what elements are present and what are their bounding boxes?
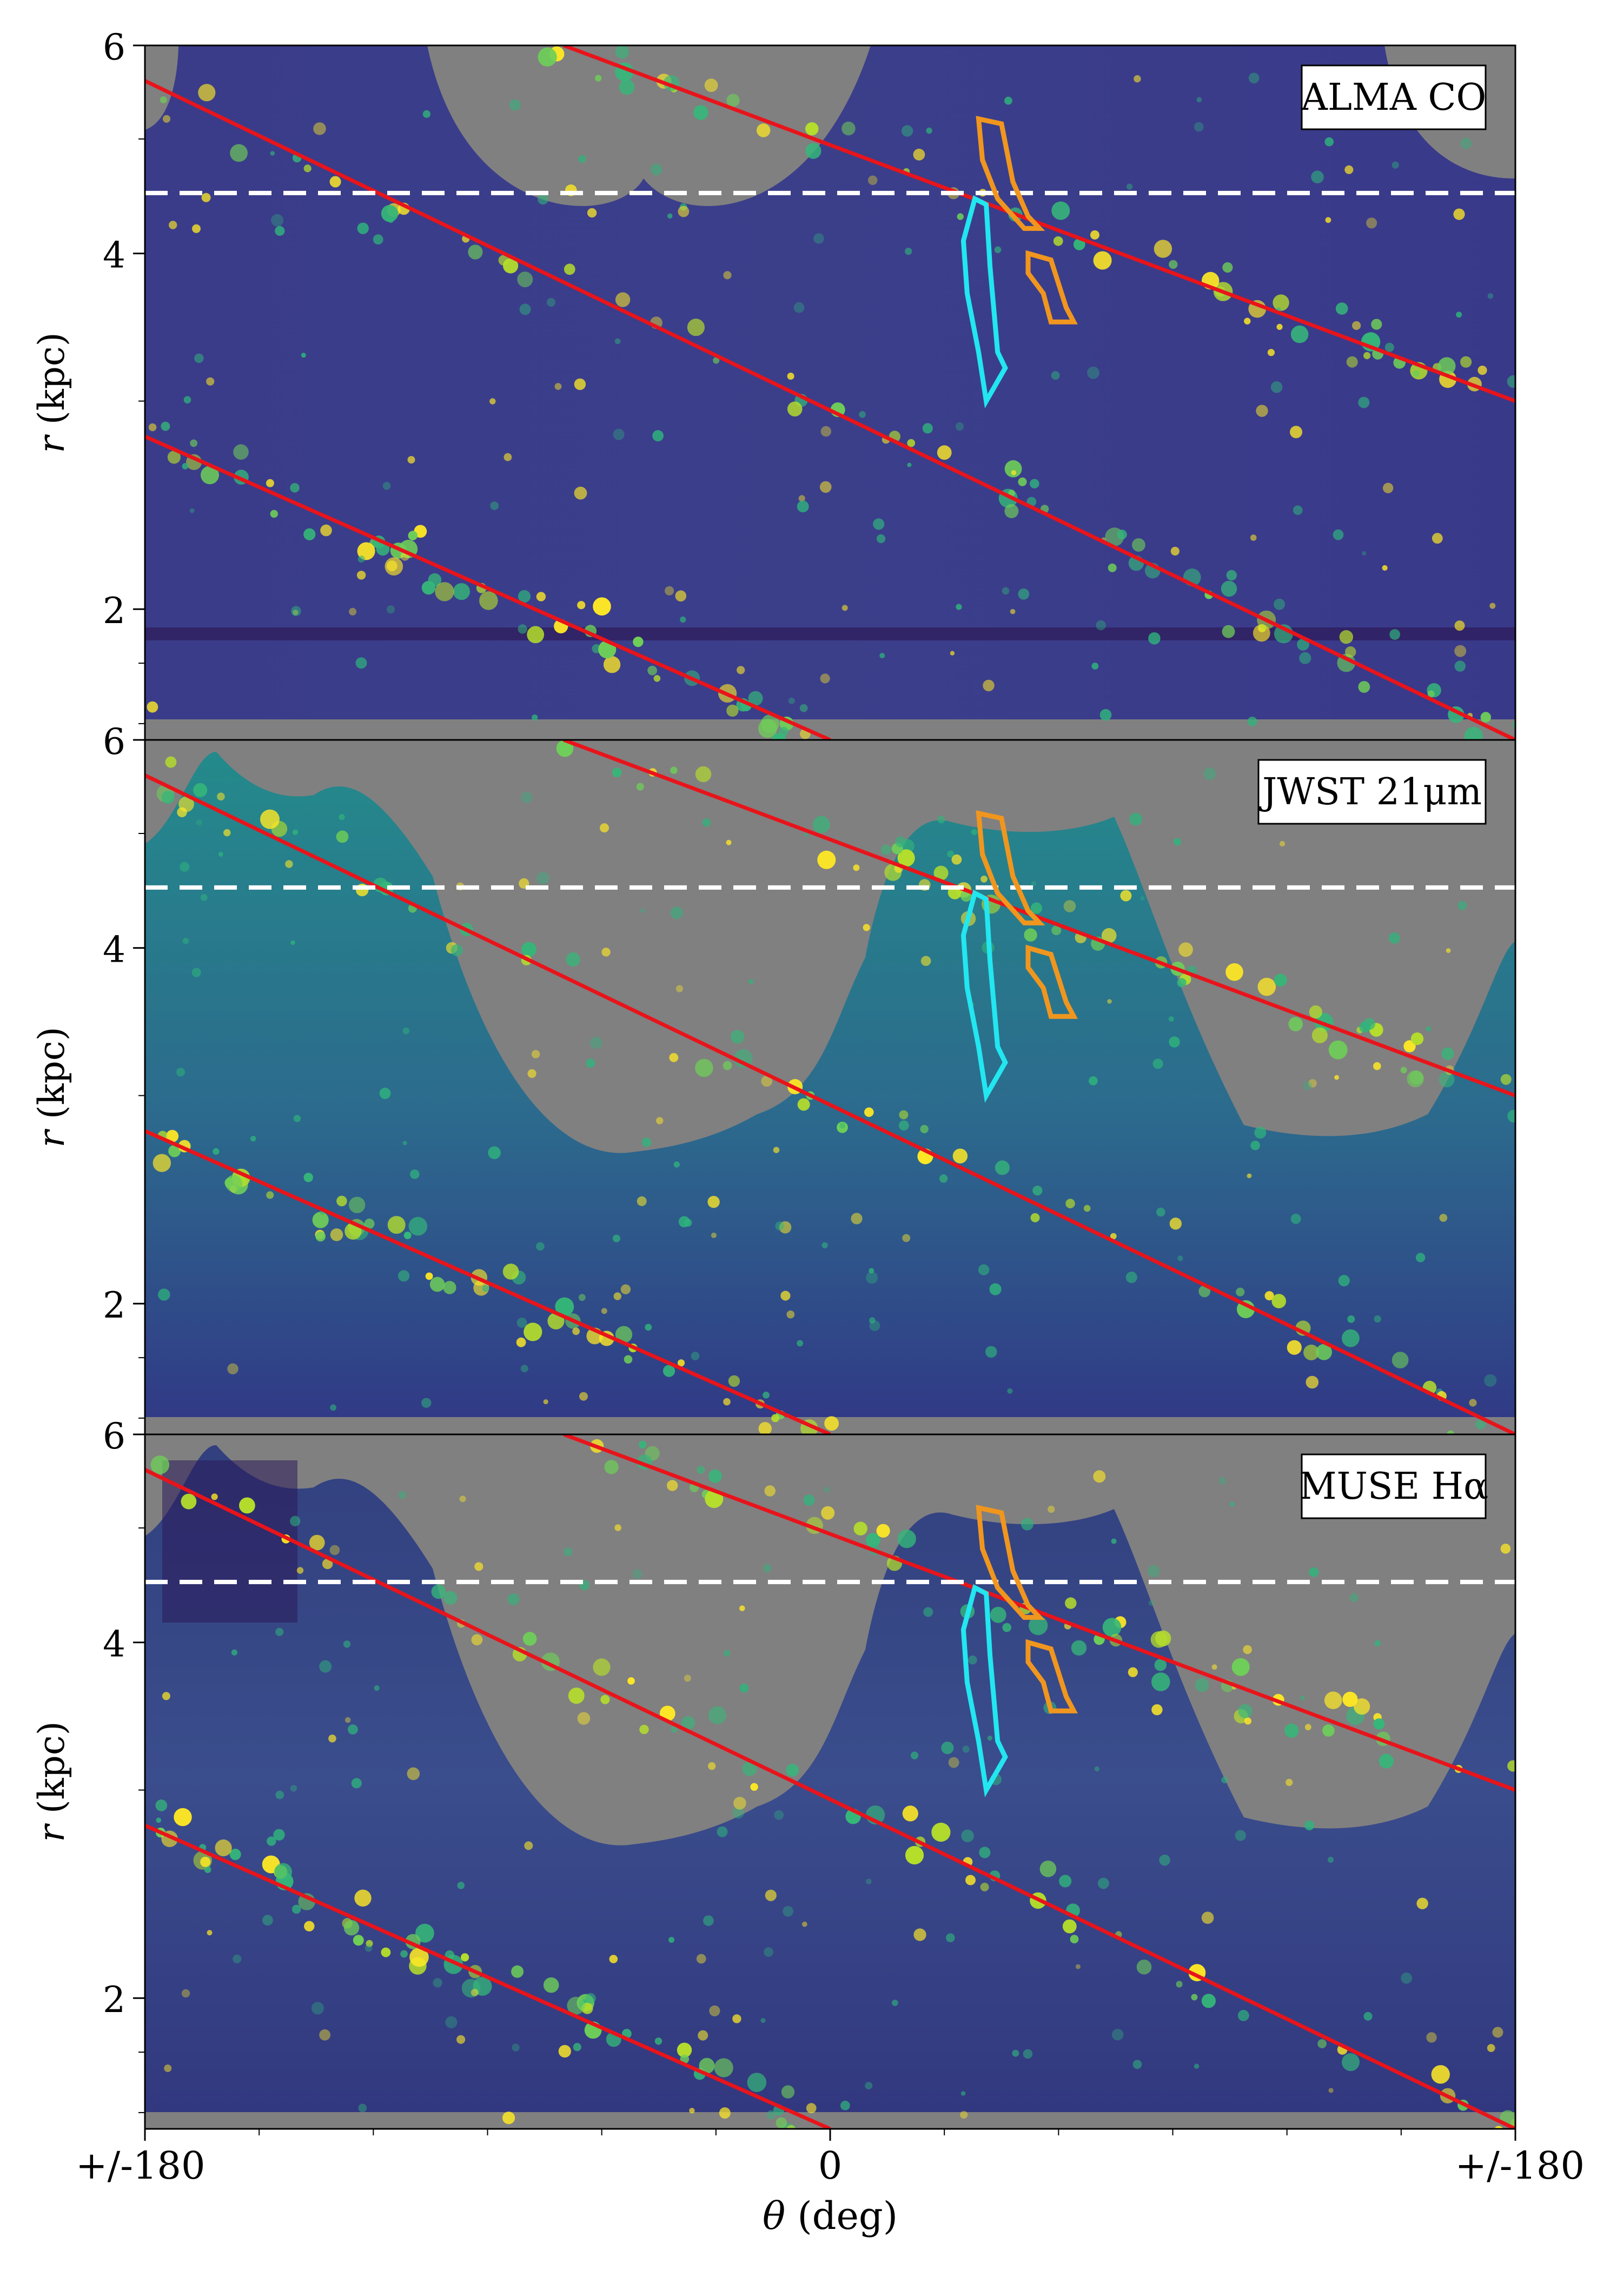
panel-muse-label: MUSE Hα (1299, 1465, 1488, 1508)
panel-muse-region-0 (976, 1505, 1045, 1620)
xtick-label-2: +/-180 (1455, 2143, 1585, 2188)
panel-jwst-spiral-arm-2 (563, 740, 1515, 1097)
panel-co-region-1 (1025, 250, 1078, 325)
panel-co-spiral-arm-1 (145, 79, 1515, 740)
panel-muse-ytick-label-0: 2 (103, 1979, 125, 2021)
panel-co-region-0 (976, 116, 1045, 231)
panel-co-ylabel: r (kpc) (31, 332, 72, 453)
panel-jwst-ytick-label-2: 6 (103, 721, 125, 763)
panel-jwst-knots (153, 740, 1515, 1434)
panel-jwst-ytick-label-0: 2 (103, 1285, 125, 1326)
panel-co-label: ALMA CO (1301, 76, 1486, 119)
panel-jwst-label: JWST 21μm (1259, 771, 1482, 813)
panel-muse-region-2 (960, 1584, 1008, 1797)
panel-muse-spiral-arm-0 (145, 1823, 831, 2129)
panel-muse-ytick-label-2: 6 (103, 1415, 125, 1457)
panel-co-region-2 (960, 195, 1008, 408)
panel-co-label-box (1301, 64, 1487, 130)
panel-jwst-region-0 (976, 810, 1045, 925)
panel-co-spiral-arm-0 (145, 434, 831, 740)
panel-jwst-ytick-label-1: 4 (103, 929, 125, 971)
panel-muse-knots (150, 1439, 1515, 2129)
axes: 2 4 6 r (kpc) 2 4 6 r (kpc) 2 4 6 r (kpc) +/-180 0 +/-… (31, 27, 1585, 2238)
panel-muse-heatmap (145, 1434, 1515, 2129)
panel-jwst-region-1 (1025, 944, 1078, 1019)
panel-co-heatmap (145, 45, 1515, 740)
panel-jwst-label-box (1257, 759, 1487, 825)
panel-muse-ytick-label-1: 4 (103, 1624, 125, 1665)
panel-muse-spiral-arm-2 (563, 1434, 1515, 1792)
panel-muse-region-1 (1025, 1639, 1078, 1713)
region-contours (960, 116, 1078, 1797)
panel-jwst-spiral-arm-1 (145, 773, 1515, 1434)
panel-jwst-region-2 (960, 889, 1008, 1103)
panel-muse-ylabel: r (kpc) (31, 1721, 72, 1842)
panel-jwst-spiral-arm-0 (145, 1129, 831, 1434)
panel-co-spiral-arm-2 (563, 45, 1515, 403)
panel-co-ytick-label-1: 4 (103, 235, 125, 276)
panel-co-ytick-label-2: 6 (103, 27, 125, 68)
xtick-label-1: 0 (818, 2143, 843, 2188)
panel-labels: ALMA CO JWST 21μm MUSE Hα (1257, 64, 1488, 1519)
panel-co-ytick-label-0: 2 (103, 590, 125, 632)
xtick-label-0: +/-180 (76, 2143, 206, 2188)
overlay-series (145, 45, 1515, 2129)
panel-muse-spiral-arm-1 (145, 1468, 1515, 2129)
xlabel: θ (deg) (763, 2194, 898, 2238)
panel-muse-label-box (1301, 1453, 1487, 1519)
panel-jwst-ylabel: r (kpc) (31, 1027, 72, 1147)
